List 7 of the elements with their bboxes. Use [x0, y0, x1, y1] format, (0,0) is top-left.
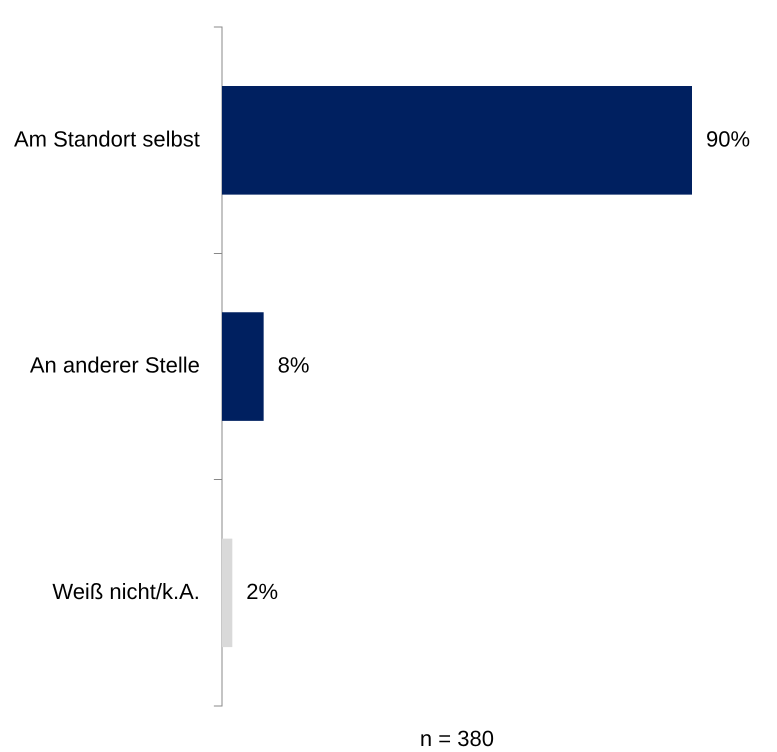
data-label: 2% [246, 578, 278, 604]
data-label: 90% [706, 126, 750, 152]
y-tick-label: An anderer Stelle [30, 352, 200, 378]
y-tick-label: Weiß nicht/k.A. [52, 578, 200, 604]
text: n = 380 [420, 726, 494, 752]
data-label: 8% [278, 352, 310, 378]
y-tick-label: Am Standort selbst [14, 126, 200, 152]
